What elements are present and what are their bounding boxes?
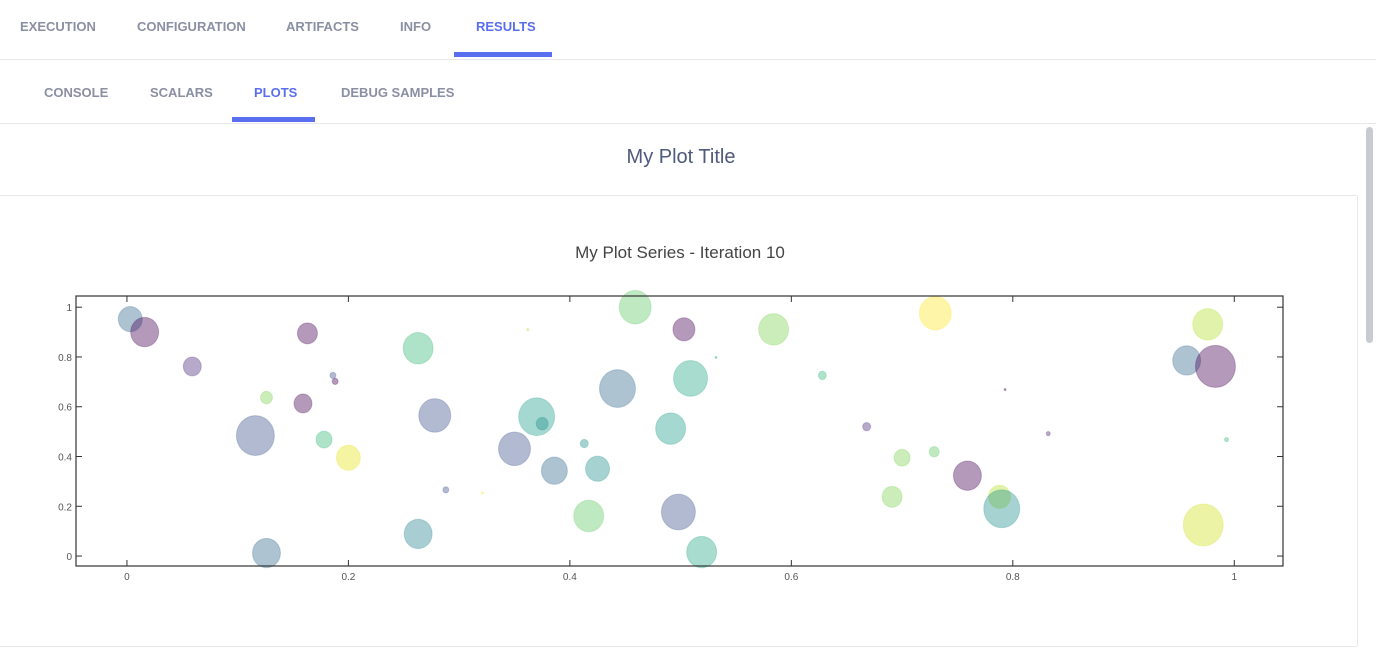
- x-tick-label: 1: [1231, 572, 1237, 583]
- subtab-scalars[interactable]: SCALARS: [150, 85, 213, 100]
- active-tab-indicator: [454, 52, 552, 57]
- bubble-point: [1182, 503, 1224, 547]
- active-subtab-indicator: [232, 117, 315, 122]
- bubble-point: [293, 393, 313, 414]
- bubble-point: [130, 316, 160, 348]
- bubble-point: [535, 416, 549, 431]
- bubble-point: [182, 356, 202, 377]
- bubble-point: [893, 448, 911, 467]
- plot-title: My Plot Title: [626, 146, 736, 168]
- y-tick-label: 0.6: [58, 403, 72, 414]
- bubble-point: [251, 537, 281, 569]
- bubble-point: [526, 328, 530, 332]
- bubble-point: [862, 421, 872, 432]
- subtab-debug-samples[interactable]: DEBUG SAMPLES: [341, 85, 455, 100]
- bubble-point: [673, 360, 709, 397]
- y-tick-label: 0.4: [58, 453, 72, 464]
- bubble-point: [1045, 431, 1051, 437]
- bubble-point: [598, 369, 636, 408]
- subtab-plots[interactable]: PLOTS: [254, 85, 298, 100]
- divider: [1357, 196, 1358, 646]
- bubble-point: [518, 397, 556, 437]
- bubble-point: [655, 412, 687, 445]
- tab-info[interactable]: INFO: [400, 19, 432, 34]
- y-tick-label: 0.8: [58, 353, 72, 364]
- bubble-point: [758, 313, 790, 346]
- bubble-point: [660, 493, 696, 531]
- bubble-point: [585, 455, 611, 482]
- bubble-point: [442, 486, 450, 494]
- scrollbar[interactable]: [1365, 125, 1375, 665]
- bubble-point: [817, 370, 827, 381]
- divider: [0, 195, 1357, 196]
- bubble-point: [418, 398, 452, 433]
- bubble-point: [259, 390, 273, 405]
- bubble-point: [1224, 436, 1230, 443]
- bubble-point: [296, 322, 318, 345]
- bubble-point: [1172, 345, 1202, 376]
- bubble-point: [329, 371, 337, 380]
- x-tick-label: 0.2: [341, 572, 355, 583]
- bubble-point: [1003, 388, 1007, 392]
- bubble-point: [403, 518, 433, 550]
- x-tick-label: 0: [124, 572, 130, 583]
- bubble-point: [402, 332, 434, 365]
- bubble-point: [1192, 308, 1224, 341]
- bubble-point: [881, 485, 903, 508]
- x-tick-label: 0.8: [1006, 572, 1020, 583]
- bubble-point: [714, 355, 718, 360]
- chart-title: My Plot Series - Iteration 10: [575, 243, 785, 262]
- plot-frame: [75, 295, 1284, 567]
- y-tick-label: 1: [66, 303, 72, 314]
- scrollbar-thumb[interactable]: [1366, 127, 1373, 343]
- bubble-point: [498, 431, 532, 467]
- bubble-chart: My Plot Series - Iteration 10 0 0.2 0.4 0.6…: [58, 243, 1284, 583]
- tab-configuration[interactable]: CONFIGURATION: [137, 19, 246, 34]
- bubble-point: [686, 535, 718, 569]
- bubble-point: [235, 415, 275, 457]
- tab-execution[interactable]: EXECUTION: [20, 19, 96, 34]
- bubble-point: [672, 317, 696, 342]
- tab-artifacts[interactable]: ARTIFACTS: [286, 19, 359, 34]
- y-tick-label: 0.2: [58, 502, 72, 513]
- divider: [0, 646, 1357, 647]
- bubble-point: [952, 460, 982, 491]
- bubble-point: [540, 456, 568, 485]
- bubble-point: [117, 306, 143, 333]
- bubble-point: [1194, 344, 1236, 388]
- y-tick-label: 0: [66, 552, 72, 563]
- results-subtabs: CONSOLE SCALARS PLOTS DEBUG SAMPLES: [0, 60, 1376, 124]
- bubble-point: [480, 491, 484, 495]
- bubble-point: [988, 484, 1012, 509]
- subtab-console[interactable]: CONSOLE: [44, 85, 109, 100]
- bubble-point: [928, 446, 940, 458]
- bubble-point: [579, 438, 589, 449]
- bubble-point: [983, 489, 1021, 529]
- bubble-point: [918, 295, 952, 331]
- bubble-point: [315, 430, 333, 449]
- tab-results[interactable]: RESULTS: [476, 19, 536, 34]
- bubble-point: [573, 499, 605, 533]
- x-tick-label: 0.6: [784, 572, 798, 583]
- bubble-point: [618, 289, 652, 325]
- bubble-point: [331, 377, 339, 386]
- x-tick-label: 0.4: [563, 572, 577, 583]
- bubble-point: [335, 444, 361, 471]
- main-tabs: EXECUTION CONFIGURATION ARTIFACTS INFO R…: [0, 0, 1376, 60]
